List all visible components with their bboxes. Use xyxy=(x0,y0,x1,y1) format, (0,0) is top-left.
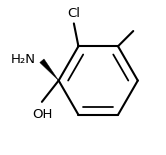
Text: OH: OH xyxy=(33,108,53,121)
Polygon shape xyxy=(40,59,59,81)
Text: H₂N: H₂N xyxy=(11,53,36,66)
Text: Cl: Cl xyxy=(67,7,80,20)
